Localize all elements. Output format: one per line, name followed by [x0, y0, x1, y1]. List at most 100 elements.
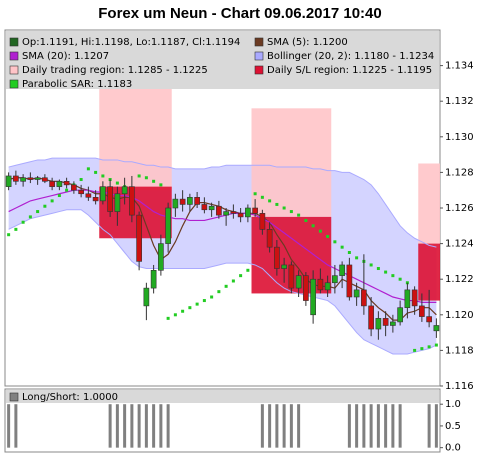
legend-box	[6, 31, 439, 89]
sar-dot	[253, 192, 257, 196]
candle-body	[42, 177, 48, 182]
sar-dot	[297, 213, 301, 217]
sar-dot	[79, 178, 83, 182]
sar-dot	[311, 224, 315, 228]
sar-dot	[36, 210, 40, 214]
candle-body	[194, 197, 200, 205]
legend-swatch	[254, 51, 264, 61]
y-tick-label: 0.5	[445, 421, 461, 432]
legend-swatch	[9, 37, 19, 47]
candle-body	[303, 275, 309, 301]
bar	[398, 404, 402, 448]
bar	[376, 404, 380, 448]
candle-body	[245, 207, 251, 218]
legend-swatch	[9, 51, 19, 61]
sar-dot	[173, 313, 177, 317]
sar-dot	[217, 290, 221, 294]
candle-body	[237, 213, 244, 218]
sar-dot	[202, 299, 206, 303]
legend-swatch	[9, 65, 19, 75]
candle-body	[172, 198, 179, 209]
sar-dot	[188, 306, 192, 310]
candle-body	[85, 193, 92, 198]
sar-dot	[289, 210, 293, 214]
sar-dot	[398, 277, 402, 281]
candle-body	[375, 318, 382, 330]
sar-dot	[434, 343, 438, 347]
bar	[427, 404, 431, 448]
region	[251, 108, 332, 217]
candle-body	[114, 193, 121, 212]
sar-dot	[384, 270, 388, 274]
candle-body	[433, 325, 440, 332]
sar-dot	[152, 179, 156, 183]
legend-label: Daily trading region: 1.1285 - 1.1225	[22, 65, 208, 76]
bar	[297, 404, 301, 448]
sar-dot	[347, 251, 351, 254]
sar-dot	[57, 194, 61, 198]
candle-body	[201, 204, 208, 211]
candle-body	[295, 275, 302, 289]
sar-dot	[65, 188, 69, 192]
band-lower	[8, 209, 437, 355]
candle-body	[397, 307, 403, 323]
candle-body	[158, 243, 164, 271]
y-tick-label: 1.128	[445, 167, 474, 178]
candle-body	[274, 246, 280, 269]
bar	[159, 404, 163, 448]
candle-body	[100, 186, 106, 202]
candle-body	[390, 321, 396, 326]
candle-body	[150, 269, 157, 289]
candle-body	[78, 189, 84, 195]
bar	[14, 404, 18, 448]
candle-body	[107, 186, 113, 212]
y-tick-label: 1.132	[445, 96, 474, 107]
candle-body	[281, 264, 287, 269]
candle-body	[121, 186, 128, 195]
legend-label: Parabolic SAR: 1.1183	[22, 79, 132, 90]
candle-body	[426, 316, 432, 323]
y-tick-label: 1.130	[445, 132, 474, 143]
candle-body	[27, 177, 34, 180]
candle-body	[332, 275, 338, 284]
plot-layer	[5, 74, 440, 355]
sar-dot	[304, 218, 308, 222]
candle-body	[34, 177, 41, 180]
candle-body	[63, 181, 70, 186]
y-tick-label: 1.134	[445, 61, 474, 72]
candle-body	[346, 264, 353, 298]
sar-dot	[282, 206, 286, 210]
candle-body	[353, 289, 360, 298]
legend-label: Bollinger (20, 2): 1.1180 - 1.1234	[267, 51, 434, 62]
candle-body	[404, 289, 411, 308]
candle-body	[136, 214, 142, 262]
y-tick-label: 1.120	[445, 310, 474, 321]
sar-dot	[137, 174, 141, 178]
bar	[166, 404, 170, 448]
candle-body	[259, 213, 266, 230]
bar	[391, 404, 395, 448]
y-tick-label: 1.126	[445, 203, 474, 214]
candle-body	[165, 207, 171, 244]
chart-title: Forex um Neun - Chart 09.06.2017 10:40	[98, 5, 381, 22]
bar	[369, 404, 373, 448]
sar-dot	[318, 229, 322, 233]
sar-dot	[260, 195, 264, 199]
candle-body	[20, 177, 26, 182]
sar-dot	[144, 176, 148, 180]
sar-dot	[333, 240, 337, 244]
bar	[108, 404, 112, 448]
candle-body	[143, 287, 150, 307]
candle-body	[368, 305, 374, 330]
candle-body	[5, 175, 12, 187]
bar	[434, 404, 438, 448]
candle-body	[13, 175, 19, 182]
legend-label: SMA (20): 1.1207	[22, 51, 109, 62]
candle-body	[92, 197, 99, 202]
sar-dot	[326, 234, 330, 238]
y-tick-label: 0.0	[445, 443, 461, 454]
legend-label: Long/Short: 1.0000	[22, 392, 118, 403]
bar	[355, 404, 359, 448]
candle-body	[208, 205, 215, 211]
